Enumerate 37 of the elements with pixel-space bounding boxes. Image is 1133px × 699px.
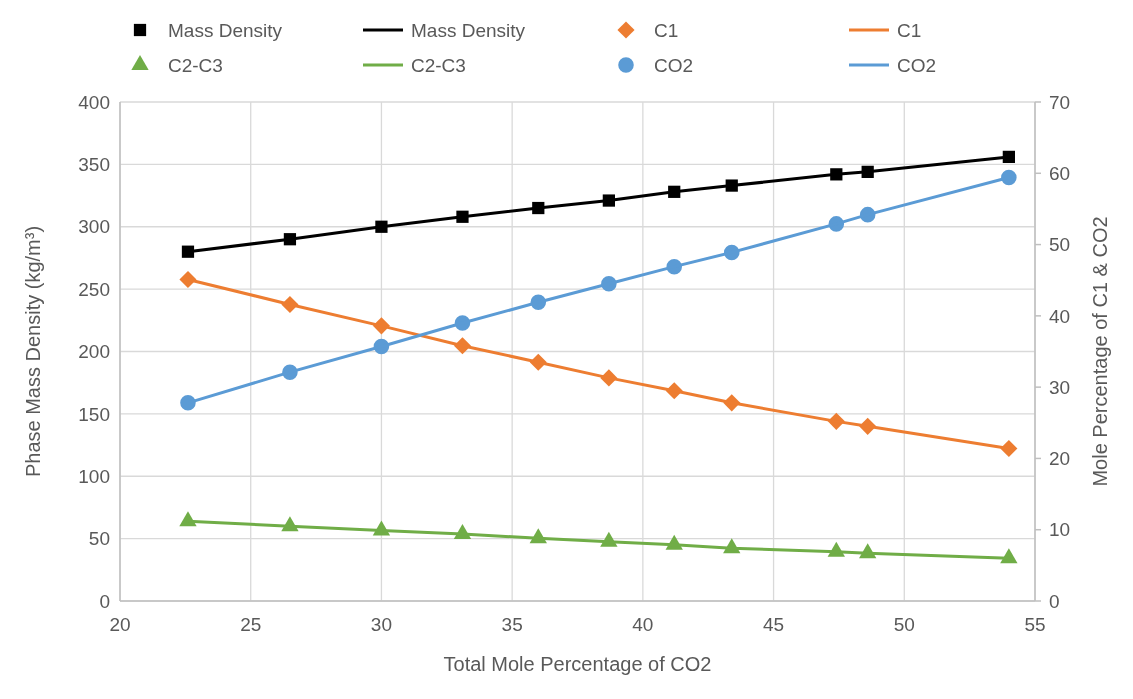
point [179, 270, 197, 289]
y-tick-label: 50 [88, 528, 110, 550]
legend-label: C2-C3 [168, 54, 223, 76]
legend-label: C1 [897, 19, 922, 41]
legend-label: Mass Density [411, 19, 526, 41]
y-tick-label: 150 [78, 403, 110, 425]
y2-tick-label: 10 [1049, 519, 1071, 541]
y2-tick-label: 60 [1049, 162, 1071, 184]
legend-label: C1 [654, 19, 679, 41]
y-tick-label: 100 [78, 465, 110, 487]
x-axis-title: Total Mole Percentage of CO2 [443, 653, 712, 675]
y-axis-title: Phase Mass Density (kg/m³) [22, 225, 44, 478]
x-tick-label: 55 [1024, 614, 1046, 635]
x-tick-label: 45 [763, 614, 785, 635]
y-tick-label: 250 [78, 278, 110, 300]
y2-tick-label: 0 [1049, 590, 1060, 612]
y2-axis-title: Mole Percentage of C1 & CO2 [1089, 216, 1111, 487]
y2-tick-label: 70 [1049, 91, 1071, 113]
y-tick-label: 0 [99, 590, 110, 612]
x-tick-label: 50 [893, 614, 915, 635]
y2-tick-label: 40 [1049, 305, 1071, 327]
y2-tick-label: 30 [1049, 376, 1071, 398]
y2-tick-label: 50 [1049, 234, 1071, 256]
y-tick-label: 200 [78, 341, 110, 363]
x-tick-label: 20 [109, 614, 131, 635]
y-tick-label: 400 [78, 91, 110, 113]
y-tick-label: 300 [78, 216, 110, 238]
legend-label: Mass Density [168, 19, 283, 41]
x-tick-label: 25 [240, 614, 262, 635]
legend-label: CO2 [897, 54, 937, 76]
y-tick-label: 350 [78, 154, 110, 176]
x-tick-label: 40 [632, 614, 654, 635]
legend-label: CO2 [654, 54, 694, 76]
x-tick-label: 35 [501, 614, 523, 635]
legend-label: C2-C3 [411, 54, 466, 76]
x-tick-label: 30 [370, 614, 392, 635]
y2-tick-label: 20 [1049, 448, 1071, 470]
